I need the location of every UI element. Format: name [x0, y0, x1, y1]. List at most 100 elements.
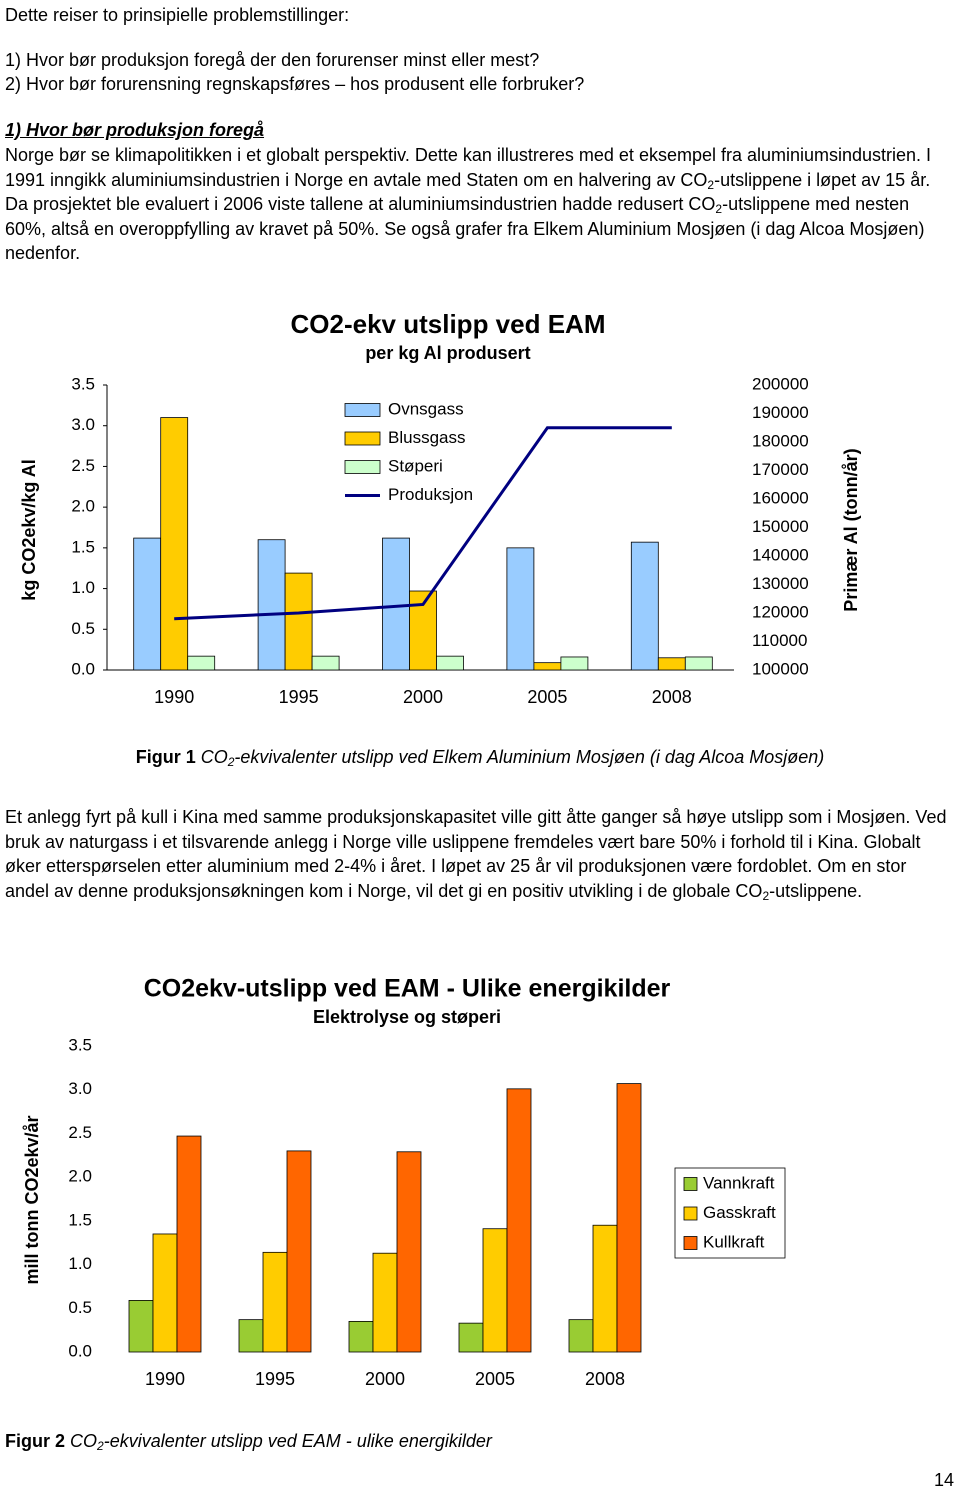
- bar: [382, 537, 410, 671]
- y-tick-label: 0.0: [68, 1341, 92, 1360]
- subscript: 2: [715, 202, 723, 216]
- chart-subtitle: Elektrolyse og støperi: [313, 1007, 501, 1027]
- bar: [506, 1088, 532, 1353]
- caption-text: CO2-ekvivalenter utslipp ved Elkem Alumi…: [200, 747, 825, 768]
- y-tick-label: 2.0: [68, 1167, 92, 1186]
- bar: [482, 1228, 508, 1353]
- y2-axis-label: Primær Al (tonn/år): [841, 448, 861, 611]
- chart: CO2-ekv utslipp ved EAM per kg Al produse…: [19, 309, 861, 707]
- y-tick-label: 0.0: [71, 659, 95, 678]
- x-tick-label: 2008: [585, 1369, 625, 1389]
- legend-label: Gasskraft: [703, 1203, 776, 1222]
- y-tick-label: 3.5: [68, 1035, 92, 1054]
- y2-tick-label: 150000: [752, 517, 809, 536]
- bar: [396, 1151, 422, 1353]
- text-run: Et anlegg fyrt på kull i Kina med samme …: [5, 807, 947, 901]
- bar: [657, 657, 686, 671]
- y-tick-label: 2.5: [68, 1123, 92, 1142]
- bar: [568, 1319, 594, 1353]
- subscript: 2: [97, 1439, 104, 1453]
- caption-label: Figur 1: [135, 747, 196, 767]
- bar: [257, 539, 286, 671]
- y-tick-label: 3.5: [71, 374, 95, 393]
- chart: CO2ekv-utslipp ved EAM - Ulike energikil…: [22, 975, 786, 1389]
- y-tick-label: 2.0: [71, 497, 95, 516]
- y-tick-label: 3.0: [68, 1079, 92, 1098]
- y-axis-label: kg CO2ekv/kg Al: [19, 459, 39, 600]
- bar: [436, 655, 464, 671]
- legend-swatch: [344, 403, 381, 417]
- y2-tick-label: 110000: [752, 631, 807, 650]
- bar: [506, 547, 535, 671]
- intro: Dette reiser to prinsipielle problemstil…: [5, 5, 350, 25]
- y-tick-label: 1.5: [71, 537, 95, 556]
- legend-label: Kullkraft: [703, 1232, 765, 1251]
- y-tick-label: 2.5: [71, 456, 95, 475]
- figure-caption: Figur 2 CO2-ekvivalenter utslipp ved EAM …: [5, 1429, 955, 1454]
- text-run: CO: [70, 1431, 98, 1451]
- bar: [284, 572, 313, 671]
- y2-tick-label: 190000: [752, 403, 809, 422]
- page-number: 14: [933, 1470, 954, 1490]
- text-run: -utslippene med nesten 60%, altså en ove…: [5, 194, 925, 263]
- legend-label: Ovnsgass: [388, 399, 464, 418]
- legend-label: Blussgass: [388, 428, 465, 447]
- bar: [592, 1224, 618, 1353]
- figure-caption: Figur 1 CO2-ekvivalenter utslipp ved Elke…: [0, 745, 960, 770]
- y-tick-label: 1.0: [68, 1254, 92, 1273]
- bar: [286, 1150, 312, 1353]
- bar: [372, 1252, 398, 1353]
- legend-swatch: [344, 460, 381, 474]
- bar: [262, 1251, 288, 1353]
- y-tick-label: 3.0: [71, 415, 95, 434]
- y2-tick-label: 120000: [752, 602, 809, 621]
- legend-label: Produksjon: [388, 485, 473, 504]
- chart-title: CO2ekv-utslipp ved EAM - Ulike energikil…: [144, 975, 671, 1003]
- heading: 1) Hvor bør produksjon foregå: [5, 120, 265, 140]
- bar: [616, 1083, 642, 1353]
- chart-title: CO2-ekv utslipp ved EAM: [291, 309, 606, 339]
- bar: [533, 662, 562, 671]
- bar: [128, 1300, 154, 1353]
- bar: [187, 655, 216, 671]
- y2-tick-label: 100000: [752, 659, 809, 678]
- question: 1) Hvor bør produksjon foregå der den fo…: [5, 50, 540, 70]
- text-run: -ekvivalenter utslipp ved Elkem Aluminiu…: [234, 747, 825, 767]
- x-tick-label: 2005: [475, 1369, 515, 1389]
- y-tick-label: 0.5: [68, 1298, 92, 1317]
- x-tick-label: 2005: [527, 687, 567, 707]
- text-run: -utslippene.: [769, 880, 863, 901]
- legend-swatch: [683, 1177, 698, 1191]
- legend-swatch: [683, 1236, 698, 1250]
- text-run: -ekvivalenter utslipp ved EAM - ulike en…: [103, 1431, 492, 1451]
- text-run: -utslippene i løpet av 15 år. Da prosjek…: [5, 169, 931, 215]
- chart-subtitle: per kg Al produsert: [365, 343, 530, 363]
- paragraph: Et anlegg fyrt på kull i Kina med samme …: [5, 805, 955, 903]
- question: 2) Hvor bør forurensning regnskapsføres …: [5, 74, 585, 94]
- y2-tick-label: 170000: [752, 460, 809, 479]
- paragraph: Norge bør se klimapolitikken i et global…: [5, 143, 955, 266]
- x-tick-label: 2000: [403, 687, 443, 707]
- text-run: CO: [200, 747, 228, 767]
- y2-tick-label: 200000: [752, 374, 809, 393]
- legend-label: Støperi: [388, 456, 443, 475]
- y-tick-label: 1.0: [71, 578, 95, 597]
- y-tick-label: 0.5: [71, 619, 95, 638]
- caption-text: CO2-ekvivalenter utslipp ved EAM - ulike…: [70, 1431, 492, 1453]
- subscript: 2: [762, 888, 770, 903]
- legend-swatch: [683, 1206, 698, 1221]
- text-run: Norge bør se klimapolitikken i et global…: [5, 145, 932, 190]
- y-tick-label: 1.5: [68, 1210, 92, 1229]
- x-tick-label: 1990: [154, 687, 194, 707]
- bar: [311, 655, 340, 671]
- x-tick-label: 2008: [652, 687, 692, 707]
- bar: [630, 541, 659, 671]
- y-axis-label: mill tonn CO2ekv/år: [22, 1115, 42, 1284]
- caption-label: Figur 2: [5, 1431, 66, 1451]
- line-series: [174, 426, 672, 621]
- x-tick-label: 1995: [279, 687, 319, 707]
- x-tick-label: 1995: [255, 1369, 295, 1389]
- bar: [133, 537, 162, 671]
